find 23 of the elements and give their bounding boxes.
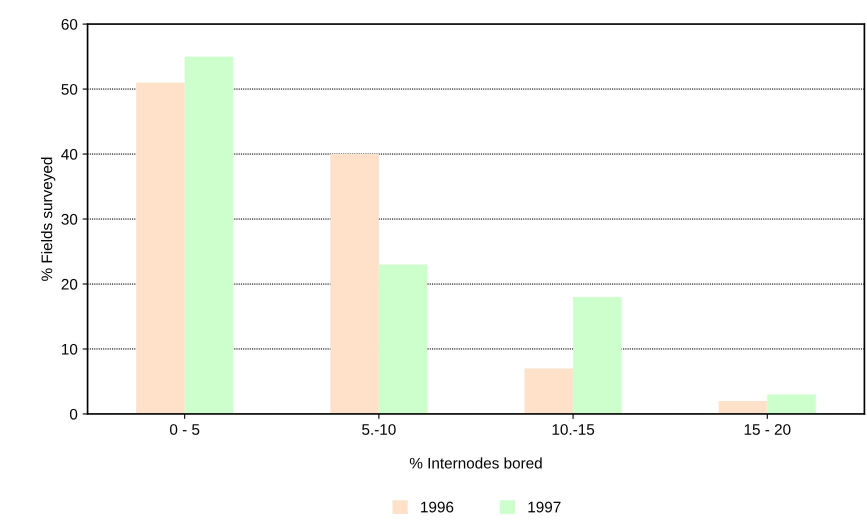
bar (573, 297, 622, 414)
y-tick-label: 60 (62, 18, 78, 30)
bar (767, 394, 816, 414)
bar (136, 82, 185, 414)
y-tick-label: 20 (62, 278, 78, 290)
y-tick-label: 10 (62, 344, 78, 355)
x-axis-title: % Internodes bored (410, 457, 542, 469)
bar (184, 56, 234, 414)
bar (378, 264, 428, 414)
x-tick-label: 10.-15 (552, 424, 594, 435)
x-tick-label: 5.-10 (362, 424, 396, 435)
x-tick-label: 15 - 20 (744, 424, 790, 435)
legend-label: 1996 (421, 502, 454, 512)
y-tick-label: 30 (61, 214, 78, 225)
y-tick-label: 0 (70, 408, 78, 420)
y-tick-label: 40 (61, 148, 78, 160)
legend-label: 1997 (528, 502, 560, 512)
bar (718, 400, 768, 414)
y-tick-label: 50 (61, 84, 78, 95)
bar (330, 154, 379, 414)
y-axis-title: % Fields surveyed (41, 158, 56, 281)
bar (524, 368, 574, 414)
x-tick-label: 0 - 5 (170, 424, 200, 435)
